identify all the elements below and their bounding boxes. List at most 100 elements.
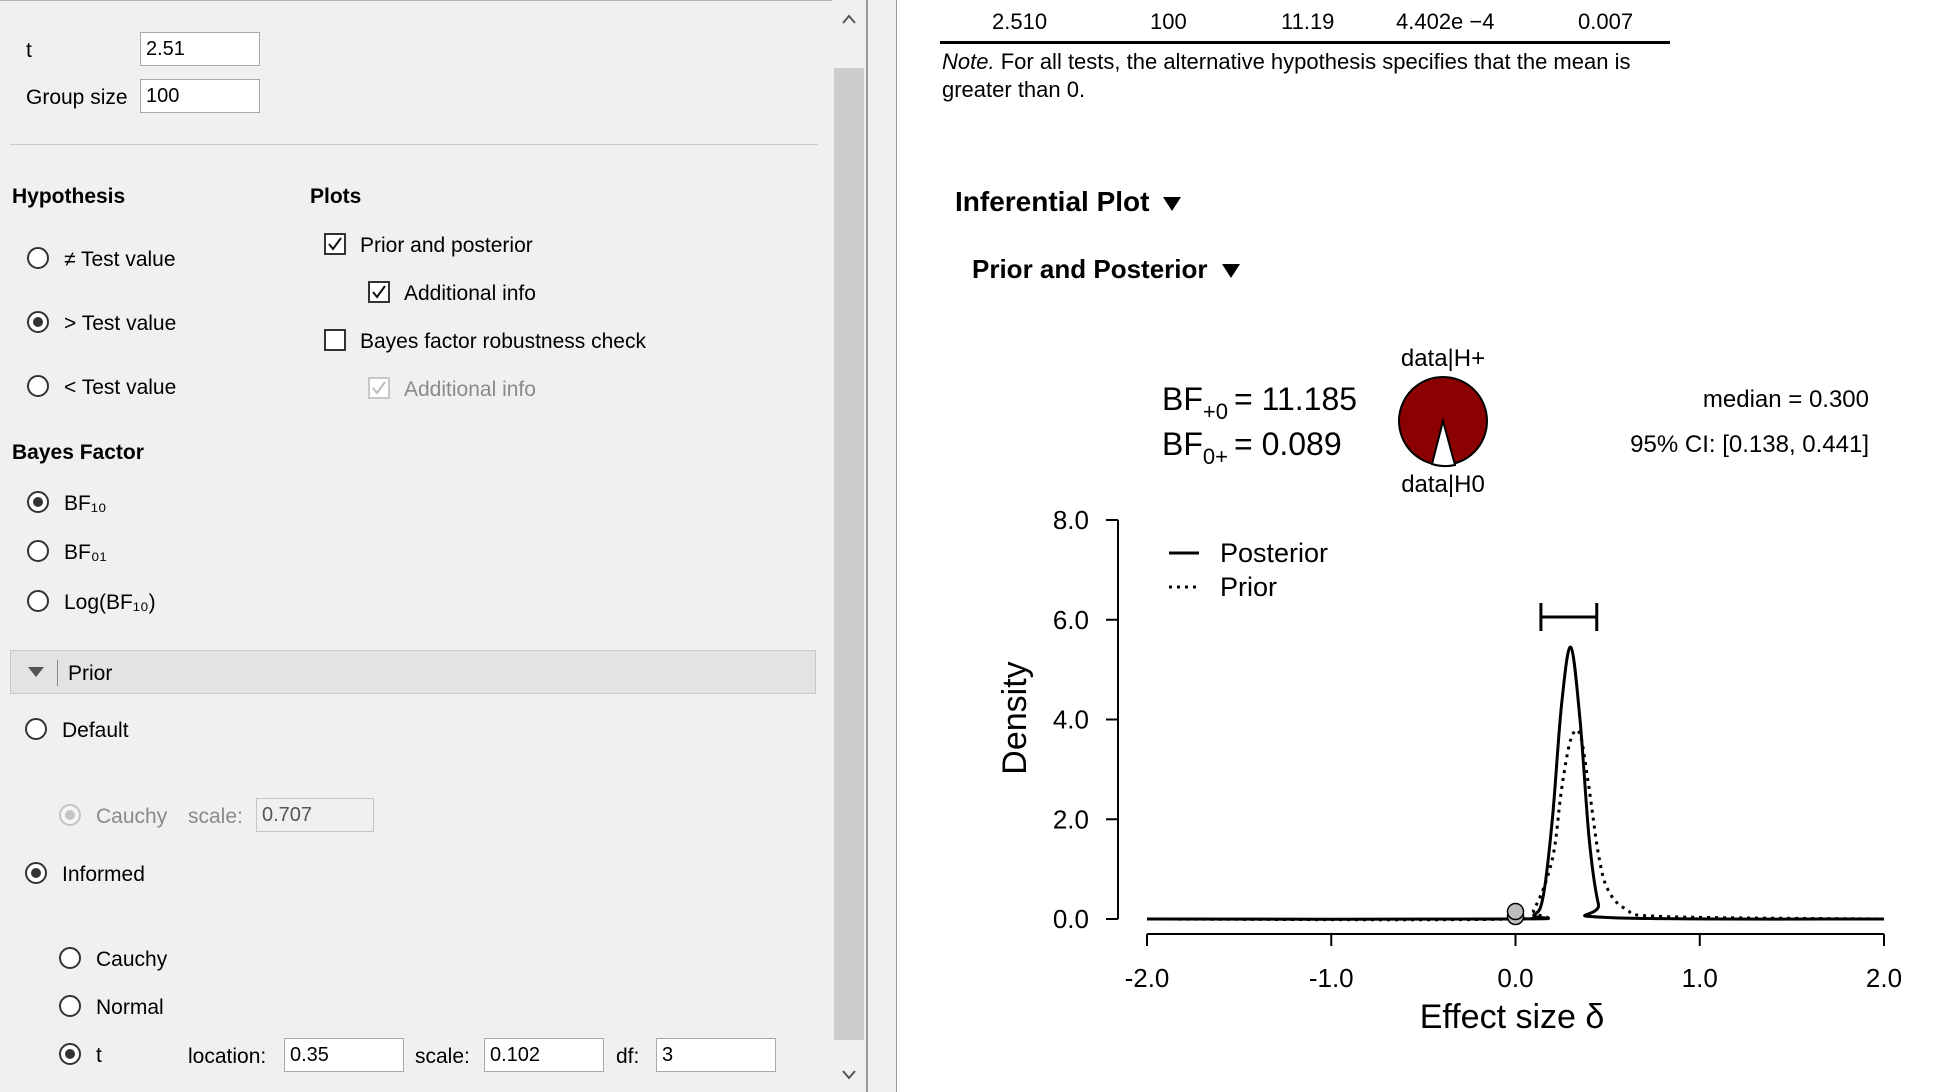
y-axis-label: Density xyxy=(996,661,1034,774)
options-panel: t Group size Hypothesis ≠ Test value > T… xyxy=(0,0,868,1092)
x-tick-label: 2.0 xyxy=(1866,963,1902,993)
prior-posterior-title[interactable]: Prior and Posterior xyxy=(972,254,1240,285)
radio-greater[interactable] xyxy=(27,311,49,333)
x-tick-label: -1.0 xyxy=(1309,963,1354,993)
table-note: Note. For all tests, the alternative hyp… xyxy=(942,48,1642,104)
table-bottom-rule xyxy=(940,41,1670,44)
x-tick-label: -2.0 xyxy=(1125,963,1170,993)
collapse-caret-icon[interactable] xyxy=(28,667,44,677)
series-prior-line xyxy=(1146,728,1885,922)
scroll-down-icon[interactable] xyxy=(840,1068,858,1082)
check-icon xyxy=(372,285,386,299)
informed-cauchy-label: Cauchy xyxy=(96,948,168,971)
x-axis-label: Effect size δ xyxy=(1420,998,1605,1036)
group-size-label: Group size xyxy=(26,86,128,109)
x-tick-label: 0.0 xyxy=(1497,963,1533,993)
note-text: For all tests, the alternative hypothesi… xyxy=(942,49,1631,102)
y-tick-label: 6.0 xyxy=(1053,605,1089,635)
radio-less-label: < Test value xyxy=(64,376,177,399)
scroll-up-icon[interactable] xyxy=(840,12,858,26)
checkbox-robustness-additional xyxy=(368,377,390,399)
series-posterior-line xyxy=(1146,645,1885,921)
legend-prior-label: Prior xyxy=(1220,572,1277,602)
group-size-input[interactable] xyxy=(140,79,260,113)
point-prior-at-zero xyxy=(1506,902,1525,921)
radio-bf10[interactable] xyxy=(27,491,49,513)
scale-label: scale: xyxy=(415,1045,470,1068)
panel-splitter[interactable] xyxy=(866,0,868,1092)
bf-0plus-label: BF0+ = 0.089 xyxy=(1162,426,1342,469)
radio-bf10-label: BF₁₀ xyxy=(64,492,107,515)
dropdown-triangle-icon[interactable] xyxy=(1221,264,1240,279)
checkbox-prior-posterior[interactable] xyxy=(324,233,346,255)
scrollbar-thumb[interactable] xyxy=(834,68,864,1040)
splitter-gutter[interactable] xyxy=(868,0,896,1092)
checkbox-prior-posterior-label: Prior and posterior xyxy=(360,234,533,257)
radio-logbf10[interactable] xyxy=(27,590,49,612)
prior-posterior-title-text: Prior and Posterior xyxy=(972,254,1208,284)
radio-informed-normal[interactable] xyxy=(59,995,81,1017)
inferential-plot-title-text: Inferential Plot xyxy=(955,186,1150,217)
default-scale-input xyxy=(256,798,374,832)
scale-input[interactable] xyxy=(484,1038,604,1072)
default-scale-label: scale: xyxy=(188,805,243,828)
median-text: median = 0.300 xyxy=(1703,386,1869,413)
section-divider xyxy=(10,144,818,145)
radio-informed-cauchy[interactable] xyxy=(59,947,81,969)
plots-heading: Plots xyxy=(310,185,362,208)
radio-informed-prior[interactable] xyxy=(25,862,47,884)
radio-default-prior[interactable] xyxy=(25,718,47,740)
results-panel: 2.510 100 11.19 4.402e −4 0.007 Note. Fo… xyxy=(897,0,1940,1092)
bayes-factor-heading: Bayes Factor xyxy=(12,441,144,464)
y-tick-label: 0.0 xyxy=(1053,904,1089,934)
bf-pie-h0-slice xyxy=(1430,417,1457,468)
radio-informed-t[interactable] xyxy=(59,1043,81,1065)
df-input[interactable] xyxy=(656,1038,776,1072)
check-icon xyxy=(328,237,342,251)
checkbox-robustness-additional-label: Additional info xyxy=(404,378,536,401)
check-icon xyxy=(372,381,386,395)
cell-bf: 11.19 xyxy=(1281,9,1335,34)
prior-posterior-plot: BF+0 = 11.185 BF0+ = 0.089 data|H+ data|H0… xyxy=(996,345,1902,1036)
informed-t-label: t xyxy=(96,1044,102,1067)
radio-default-cauchy xyxy=(59,804,81,826)
radio-bf01-label: BF₀₁ xyxy=(64,541,107,564)
radio-default-prior-label: Default xyxy=(62,719,129,742)
prior-section-label: Prior xyxy=(68,662,113,685)
t-label: t xyxy=(26,39,32,62)
note-prefix: Note. xyxy=(942,49,995,74)
cell-t: 2.510 xyxy=(992,9,1048,34)
default-cauchy-label: Cauchy xyxy=(96,805,168,828)
location-label: location: xyxy=(188,1045,267,1068)
radio-less[interactable] xyxy=(27,375,49,397)
inferential-plot-title[interactable]: Inferential Plot xyxy=(955,186,1182,218)
y-tick-label: 8.0 xyxy=(1053,505,1089,535)
radio-not-equal[interactable] xyxy=(27,247,49,269)
cell-error: 4.402e −4 xyxy=(1396,9,1495,34)
ci-text: 95% CI: [0.138, 0.441] xyxy=(1630,431,1869,458)
radio-bf01[interactable] xyxy=(27,540,49,562)
checkbox-robustness[interactable] xyxy=(324,329,346,351)
y-tick-label: 4.0 xyxy=(1053,705,1089,735)
y-tick-label: 2.0 xyxy=(1053,804,1089,834)
dropdown-triangle-icon[interactable] xyxy=(1163,196,1182,211)
panel-splitter-edge xyxy=(896,0,897,1092)
x-tick-label: 1.0 xyxy=(1682,963,1718,993)
legend-posterior-label: Posterior xyxy=(1220,538,1328,568)
radio-greater-label: > Test value xyxy=(64,312,177,335)
checkbox-additional-info[interactable] xyxy=(368,281,390,303)
checkbox-robustness-label: Bayes factor robustness check xyxy=(360,330,646,353)
prior-section-header[interactable] xyxy=(10,650,816,694)
df-label: df: xyxy=(616,1045,640,1068)
pie-bottom-label: data|H0 xyxy=(1401,471,1485,498)
checkbox-additional-info-label: Additional info xyxy=(404,282,536,305)
radio-informed-prior-label: Informed xyxy=(62,863,145,886)
hypothesis-heading: Hypothesis xyxy=(12,185,126,208)
pie-top-label: data|H+ xyxy=(1401,345,1485,372)
bf-plus0-label: BF+0 = 11.185 xyxy=(1162,381,1357,424)
cell-n: 100 xyxy=(1150,9,1187,34)
t-input[interactable] xyxy=(140,32,260,66)
radio-not-equal-label: ≠ Test value xyxy=(64,248,176,271)
cell-p: 0.007 xyxy=(1578,9,1634,34)
location-input[interactable] xyxy=(284,1038,404,1072)
